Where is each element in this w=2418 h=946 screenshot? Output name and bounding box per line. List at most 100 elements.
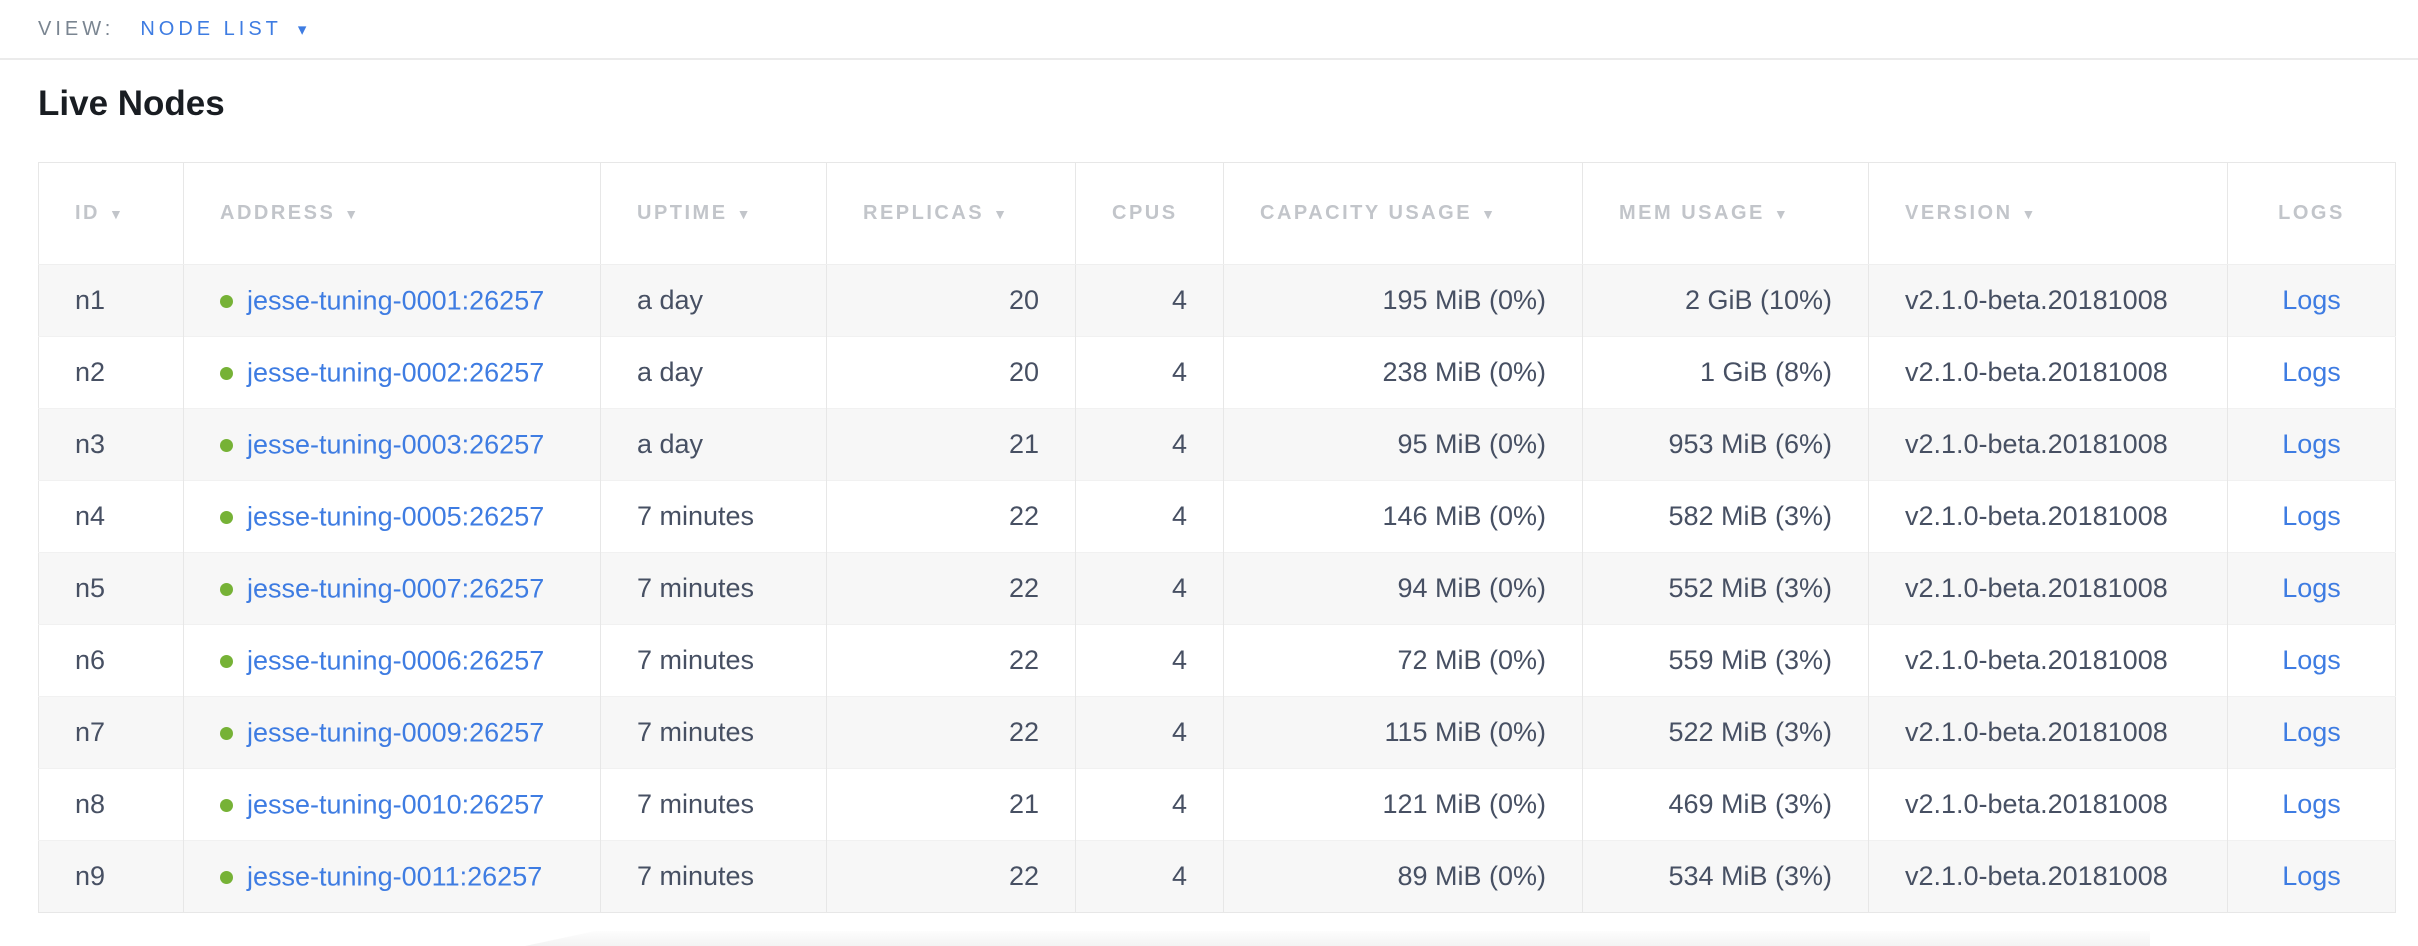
logs-link[interactable]: Logs [2282, 429, 2341, 459]
column-header-version[interactable]: VERSION ▼ [1868, 162, 2228, 265]
table-row: n9 jesse-tuning-0011:26257 7 minutes 22 4 89 … [38, 840, 2396, 913]
cell-mem: 469 MiB (3%) [1582, 768, 1869, 841]
cell-replicas: 22 [826, 696, 1076, 769]
column-header-label: ID [75, 202, 100, 224]
live-status-dot-icon [220, 438, 233, 452]
column-header-label: UPTIME [637, 202, 728, 224]
cell-address: jesse-tuning-0005:26257 [183, 480, 601, 553]
table-row: n8 jesse-tuning-0010:26257 7 minutes 21 4 121… [38, 768, 2396, 841]
cell-uptime: 7 minutes [600, 552, 827, 625]
cell-mem: 522 MiB (3%) [1582, 696, 1869, 769]
cell-logs: Logs [2227, 696, 2396, 769]
cell-mem: 582 MiB (3%) [1582, 480, 1869, 553]
cell-replicas: 22 [826, 624, 1076, 697]
view-selector-bar: VIEW: NODE LIST ▾ [0, 0, 2418, 60]
logs-link[interactable]: Logs [2282, 861, 2341, 891]
live-status-dot-icon [220, 726, 233, 740]
cell-logs: Logs [2227, 408, 2396, 481]
logs-link[interactable]: Logs [2282, 285, 2341, 315]
column-header-address[interactable]: ADDRESS ▼ [183, 162, 601, 265]
sort-descending-icon: ▼ [2021, 206, 2038, 222]
cell-replicas: 21 [826, 768, 1076, 841]
address-link[interactable]: jesse-tuning-0003:26257 [247, 429, 545, 460]
live-status-dot-icon [220, 510, 233, 524]
logs-link[interactable]: Logs [2282, 573, 2341, 603]
cell-cpus: 4 [1075, 408, 1224, 481]
cell-cpus: 4 [1075, 480, 1224, 553]
address-link[interactable]: jesse-tuning-0006:26257 [247, 645, 545, 676]
column-header-uptime[interactable]: UPTIME ▼ [600, 162, 827, 265]
cell-version: v2.1.0-beta.20181008 [1868, 264, 2228, 337]
page-title: Live Nodes [38, 84, 225, 123]
address-link[interactable]: jesse-tuning-0010:26257 [247, 789, 545, 820]
column-header-label: MEM USAGE [1619, 202, 1765, 224]
cell-id: n5 [38, 552, 184, 625]
cell-mem: 552 MiB (3%) [1582, 552, 1869, 625]
cell-uptime: 7 minutes [600, 768, 827, 841]
view-dropdown-value: NODE LIST [140, 17, 282, 40]
column-header-label: ADDRESS [220, 202, 336, 224]
cell-cpus: 4 [1075, 624, 1224, 697]
logs-link[interactable]: Logs [2282, 645, 2341, 675]
logs-link[interactable]: Logs [2282, 357, 2341, 387]
cell-uptime: 7 minutes [600, 480, 827, 553]
cell-cpus: 4 [1075, 840, 1224, 913]
column-header-label: CAPACITY USAGE [1260, 202, 1473, 224]
cell-logs: Logs [2227, 336, 2396, 409]
cell-replicas: 22 [826, 840, 1076, 913]
address-link[interactable]: jesse-tuning-0002:26257 [247, 357, 545, 388]
address-link[interactable]: jesse-tuning-0005:26257 [247, 501, 545, 532]
cell-cpus: 4 [1075, 552, 1224, 625]
table-row: n5 jesse-tuning-0007:26257 7 minutes 22 4 94 … [38, 552, 2396, 625]
cell-mem: 2 GiB (10%) [1582, 264, 1869, 337]
column-header-replicas[interactable]: REPLICAS ▼ [826, 162, 1076, 265]
address-link[interactable]: jesse-tuning-0007:26257 [247, 573, 545, 604]
table-row: n2 jesse-tuning-0002:26257 a day 20 4 238 MiB… [38, 336, 2396, 409]
cell-address: jesse-tuning-0003:26257 [183, 408, 601, 481]
address-link[interactable]: jesse-tuning-0009:26257 [247, 717, 545, 748]
table-row: n4 jesse-tuning-0005:26257 7 minutes 22 4 146… [38, 480, 2396, 553]
cell-capacity: 94 MiB (0%) [1223, 552, 1583, 625]
cell-mem: 559 MiB (3%) [1582, 624, 1869, 697]
cell-cpus: 4 [1075, 696, 1224, 769]
cell-id: n3 [38, 408, 184, 481]
cell-address: jesse-tuning-0007:26257 [183, 552, 601, 625]
cell-mem: 953 MiB (6%) [1582, 408, 1869, 481]
cell-uptime: 7 minutes [600, 840, 827, 913]
cell-capacity: 121 MiB (0%) [1223, 768, 1583, 841]
cell-uptime: a day [600, 264, 827, 337]
address-link[interactable]: jesse-tuning-0001:26257 [247, 285, 545, 316]
cell-id: n7 [38, 696, 184, 769]
sort-descending-icon: ▼ [1481, 206, 1498, 222]
cell-logs: Logs [2227, 552, 2396, 625]
cell-capacity: 72 MiB (0%) [1223, 624, 1583, 697]
cell-version: v2.1.0-beta.20181008 [1868, 624, 2228, 697]
column-header-id[interactable]: ID ▼ [38, 162, 184, 265]
address-link[interactable]: jesse-tuning-0011:26257 [247, 861, 543, 892]
cell-replicas: 22 [826, 552, 1076, 625]
cell-uptime: 7 minutes [600, 624, 827, 697]
column-header-cpus: CPUS [1075, 162, 1224, 265]
column-header-logs: LOGS [2227, 162, 2396, 265]
logs-link[interactable]: Logs [2282, 789, 2341, 819]
view-dropdown[interactable]: NODE LIST ▾ [140, 18, 306, 41]
cell-id: n8 [38, 768, 184, 841]
live-status-dot-icon [220, 582, 233, 596]
cell-id: n6 [38, 624, 184, 697]
cell-address: jesse-tuning-0001:26257 [183, 264, 601, 337]
cell-capacity: 195 MiB (0%) [1223, 264, 1583, 337]
logs-link[interactable]: Logs [2282, 717, 2341, 747]
table-body: n1 jesse-tuning-0001:26257 a day 20 4 195 MiB… [38, 264, 2396, 913]
column-header-capacity[interactable]: CAPACITY USAGE ▼ [1223, 162, 1583, 265]
live-status-dot-icon [220, 366, 233, 380]
cell-mem: 1 GiB (8%) [1582, 336, 1869, 409]
logs-link[interactable]: Logs [2282, 501, 2341, 531]
column-header-mem[interactable]: MEM USAGE ▼ [1582, 162, 1869, 265]
cell-version: v2.1.0-beta.20181008 [1868, 552, 2228, 625]
cell-capacity: 238 MiB (0%) [1223, 336, 1583, 409]
column-header-label: REPLICAS [863, 202, 985, 224]
sort-descending-icon: ▼ [736, 206, 753, 222]
cell-id: n2 [38, 336, 184, 409]
column-header-label: LOGS [2278, 202, 2345, 224]
cell-replicas: 21 [826, 408, 1076, 481]
